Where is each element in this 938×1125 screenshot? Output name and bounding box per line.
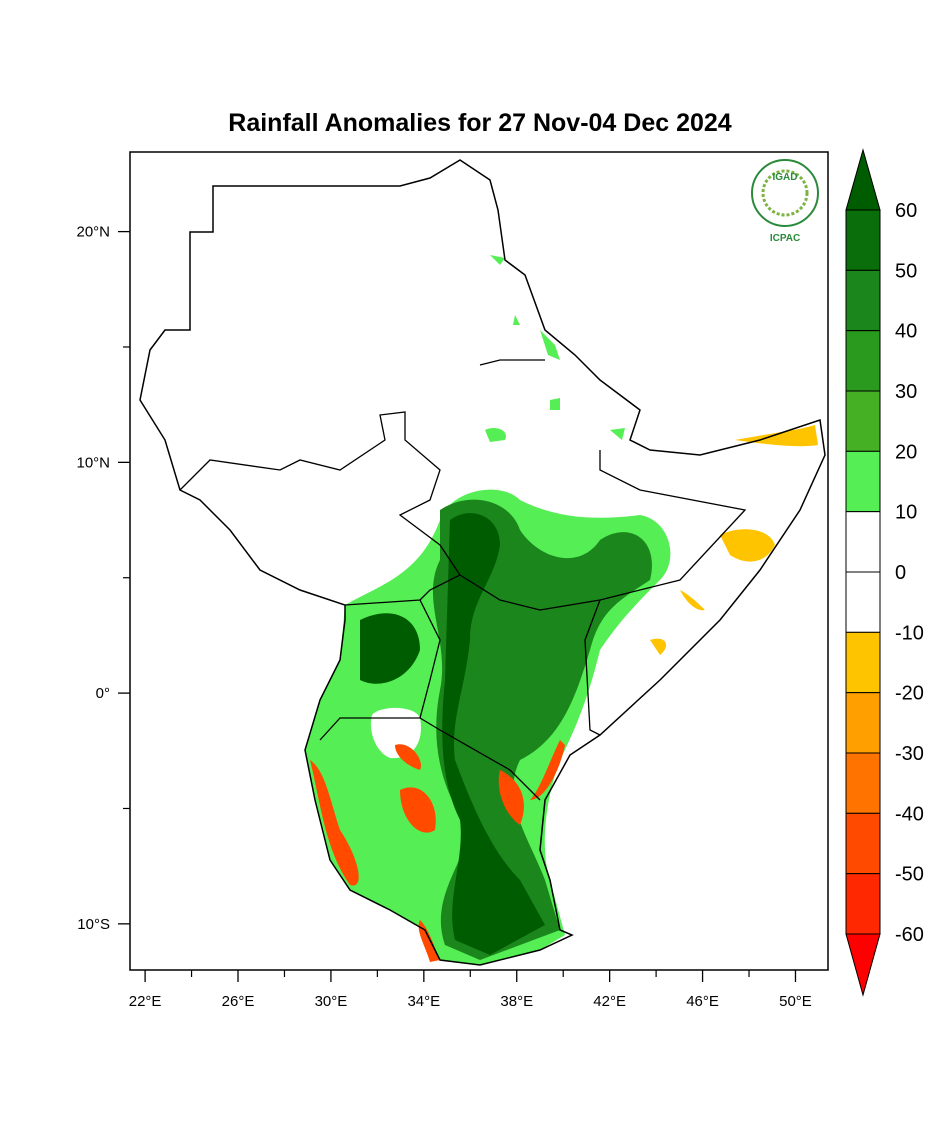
anomaly-dry-red <box>310 740 565 962</box>
x-tick-label: 38°E <box>500 993 533 1010</box>
colorbar: 60 50 40 30 20 10 0 -10 -20 -30 -40 -50 -60 <box>845 148 924 997</box>
colorbar-label: 50 <box>895 260 917 282</box>
x-tick-label: 26°E <box>222 993 255 1010</box>
colorbar-bin <box>845 209 881 271</box>
plot-frame <box>129 151 829 971</box>
logo: IGAD ICPAC <box>751 159 819 244</box>
x-tick-label: 42°E <box>593 993 626 1010</box>
colorbar-label: -50 <box>895 864 924 886</box>
logo-bottom: ICPAC <box>770 233 800 244</box>
x-tick-label: 30°E <box>315 993 348 1010</box>
colorbar-label: -60 <box>895 924 924 946</box>
colorbar-bin <box>845 330 881 392</box>
anomaly-dry-orange <box>650 425 818 655</box>
anomaly-dark-green <box>360 513 545 955</box>
colorbar-bin <box>845 390 881 452</box>
lake-victoria <box>370 707 421 759</box>
colorbar-label: 30 <box>895 381 917 403</box>
colorbar-bin <box>845 631 881 694</box>
colorbar-label: 10 <box>895 502 917 524</box>
anomaly-scattered-green <box>485 255 625 442</box>
region-outline <box>139 159 826 966</box>
x-tick-label: 34°E <box>407 993 440 1010</box>
map-title: Rainfall Anomalies for 27 Nov-04 Dec 202… <box>228 109 732 137</box>
colorbar-label: 40 <box>895 321 917 343</box>
y-tick-label: 20°N <box>76 224 110 241</box>
country-borders <box>179 359 747 801</box>
colorbar-top-triangle <box>845 148 881 211</box>
axes: 22°E 26°E 30°E 34°E 38°E 42°E 46°E 50°E 20°N 10°N… <box>76 224 811 1010</box>
y-tick-label: 10°N <box>76 454 110 471</box>
x-tick-label: 22°E <box>129 993 162 1010</box>
colorbar-bottom-triangle <box>845 933 881 997</box>
colorbar-label: 20 <box>895 441 917 463</box>
colorbar-label: 0 <box>895 562 906 584</box>
y-tick-label: 10°S <box>77 916 110 933</box>
logo-wreath <box>761 169 809 217</box>
colorbar-bin <box>845 812 881 875</box>
colorbar-bin <box>845 752 881 814</box>
x-tick-label: 50°E <box>779 993 812 1010</box>
colorbar-label: 60 <box>895 200 917 222</box>
map-area: IGAD ICPAC <box>129 151 829 971</box>
colorbar-label: -30 <box>895 743 924 765</box>
colorbar-bin <box>845 450 881 513</box>
y-tick-label: 0° <box>96 685 110 702</box>
x-tick-label: 46°E <box>686 993 719 1010</box>
colorbar-label: -40 <box>895 803 924 825</box>
colorbar-label: -20 <box>895 683 924 705</box>
colorbar-bin <box>845 873 881 935</box>
colorbar-bin <box>845 269 881 332</box>
colorbar-bin <box>845 511 881 573</box>
logo-top: IGAD <box>773 172 798 183</box>
colorbar-label: -10 <box>895 622 924 644</box>
colorbar-bin <box>845 571 881 633</box>
colorbar-bin <box>845 692 881 754</box>
